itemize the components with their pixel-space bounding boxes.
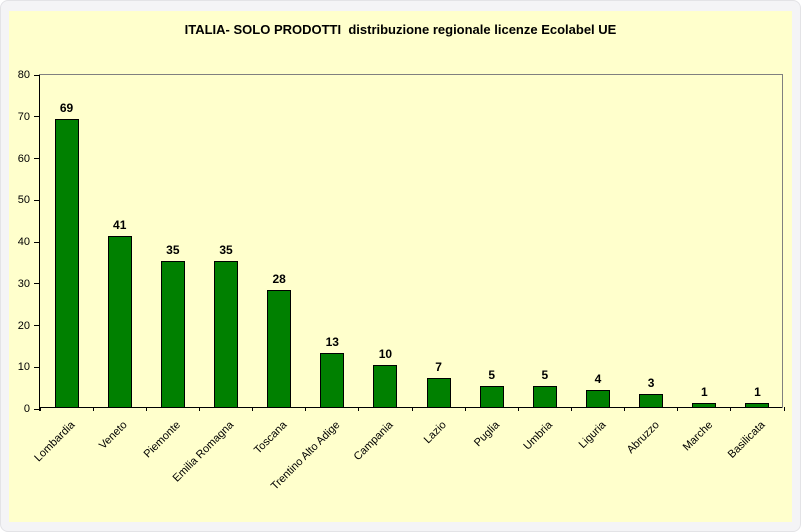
x-axis-category-label: Piemonte [141, 419, 184, 461]
bar-piemonte [160, 261, 185, 407]
bar-value-label: 5 [541, 368, 549, 382]
x-axis-tick [677, 407, 679, 411]
bar-value-label: 5 [488, 368, 496, 382]
bar-value-label: 1 [700, 385, 708, 399]
y-axis-tick-label: 70 [17, 110, 30, 123]
y-axis-tick [34, 325, 39, 326]
y-axis-tick [34, 116, 39, 118]
x-axis-tick [624, 407, 626, 411]
bar-value-label: 41 [113, 218, 127, 232]
bar-marche [692, 403, 717, 407]
x-axis-tick [145, 407, 147, 411]
plot-area: 0 10 20 30 40 50 60 70 80 69 Lombardia 41 Veneto 35 Pi… [18, 69, 785, 492]
bar-value-label: 35 [219, 243, 233, 257]
bar-value-label: 10 [378, 347, 393, 361]
x-axis-tick [92, 407, 94, 411]
x-axis-category-label: Basilicata [726, 419, 768, 461]
x-axis-tick [411, 407, 413, 411]
bar-veneto [107, 236, 132, 407]
bar-value-label: 1 [754, 385, 761, 399]
y-axis-tick [34, 408, 39, 410]
bar-value-label: 13 [325, 335, 339, 349]
y-axis-tick-label: 80 [17, 69, 30, 81]
x-axis-tick [358, 407, 360, 411]
bar-liguria [586, 390, 610, 407]
y-axis-tick-label: 30 [17, 277, 30, 290]
x-axis-tick [252, 407, 254, 411]
x-axis-line [39, 407, 782, 408]
x-axis-tick [464, 407, 466, 411]
bar-value-label: 35 [166, 243, 180, 257]
y-axis-tick-label: 20 [17, 319, 30, 332]
bar-umbria [532, 386, 557, 407]
y-axis-line [39, 75, 40, 411]
bar-value-label: 69 [59, 101, 74, 115]
x-axis-category-label: Marche [680, 419, 715, 454]
bar-basilicata [745, 403, 770, 407]
bar-value-label: 28 [272, 272, 286, 286]
bar-puglia [479, 386, 504, 407]
y-axis-tick-label: 50 [17, 194, 30, 207]
bar-lazio [426, 378, 451, 407]
y-axis-tick [34, 241, 39, 243]
bar-lombardia [54, 119, 79, 407]
x-axis-tick [39, 407, 41, 411]
bar-emilia-romagna [214, 261, 238, 407]
bar-trentino-alto-adige [320, 353, 345, 407]
bar-campania [373, 365, 398, 407]
x-axis-tick [305, 407, 307, 411]
y-axis-tick [34, 158, 39, 159]
x-axis-category-label: Lombardia [31, 419, 78, 465]
y-axis-tick-label: 40 [17, 236, 30, 248]
bar-value-label: 4 [594, 372, 602, 386]
x-axis-tick [730, 407, 732, 411]
x-axis-category-label: Umbria [521, 419, 556, 453]
x-axis-tick [570, 407, 572, 411]
chart-title: ITALIA- SOLO PRODOTTI distribuzione regi… [184, 22, 617, 37]
x-axis-tick [198, 407, 200, 411]
bar-value-label: 7 [435, 360, 442, 374]
y-axis-tick-label: 0 [23, 403, 30, 415]
bar-abruzzo [639, 394, 664, 407]
x-axis-category-label: Liguria [576, 419, 609, 451]
x-axis-tick [783, 407, 785, 411]
y-axis-tick [34, 366, 39, 368]
bar-toscana [267, 290, 292, 407]
y-axis-tick-label: 10 [17, 361, 30, 374]
x-axis-category-label: Lazio [421, 419, 450, 447]
x-axis-category-label: Toscana [252, 419, 290, 457]
x-axis-tick [517, 407, 519, 411]
x-axis-category-label: Veneto [97, 419, 131, 452]
chart-panel: ITALIA- SOLO PRODOTTI distribuzione regi… [9, 11, 792, 522]
x-axis-category-label: Puglia [472, 419, 503, 450]
y-axis-tick-label: 60 [17, 152, 30, 165]
x-axis-category-label: Abruzzo [624, 419, 662, 457]
y-axis-tick [34, 283, 39, 285]
y-axis-tick [34, 74, 39, 76]
y-axis-tick [34, 199, 39, 201]
bar-value-label: 3 [647, 376, 655, 390]
x-axis-category-label: Campania [351, 419, 396, 463]
